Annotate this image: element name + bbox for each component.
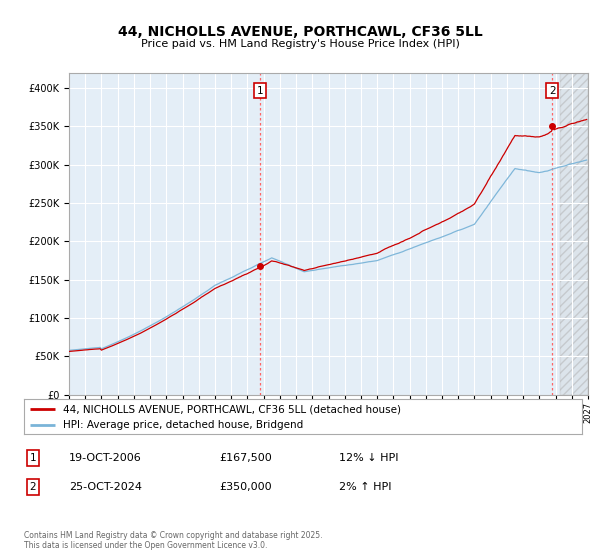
- Bar: [560, 73, 588, 395]
- Bar: [560, 73, 588, 395]
- Text: 25-OCT-2024: 25-OCT-2024: [69, 482, 142, 492]
- Text: 2: 2: [549, 86, 556, 96]
- Text: 1: 1: [257, 86, 263, 96]
- Text: HPI: Average price, detached house, Bridgend: HPI: Average price, detached house, Brid…: [63, 421, 304, 430]
- Text: £167,500: £167,500: [219, 453, 272, 463]
- Text: 1: 1: [29, 453, 37, 463]
- Text: 19-OCT-2006: 19-OCT-2006: [69, 453, 142, 463]
- Text: Price paid vs. HM Land Registry's House Price Index (HPI): Price paid vs. HM Land Registry's House …: [140, 39, 460, 49]
- Text: 44, NICHOLLS AVENUE, PORTHCAWL, CF36 5LL (detached house): 44, NICHOLLS AVENUE, PORTHCAWL, CF36 5LL…: [63, 404, 401, 414]
- Text: 2: 2: [29, 482, 37, 492]
- Text: 2% ↑ HPI: 2% ↑ HPI: [339, 482, 391, 492]
- Text: Contains HM Land Registry data © Crown copyright and database right 2025.
This d: Contains HM Land Registry data © Crown c…: [24, 530, 323, 550]
- Text: 12% ↓ HPI: 12% ↓ HPI: [339, 453, 398, 463]
- Text: 44, NICHOLLS AVENUE, PORTHCAWL, CF36 5LL: 44, NICHOLLS AVENUE, PORTHCAWL, CF36 5LL: [118, 26, 482, 39]
- Text: £350,000: £350,000: [219, 482, 272, 492]
